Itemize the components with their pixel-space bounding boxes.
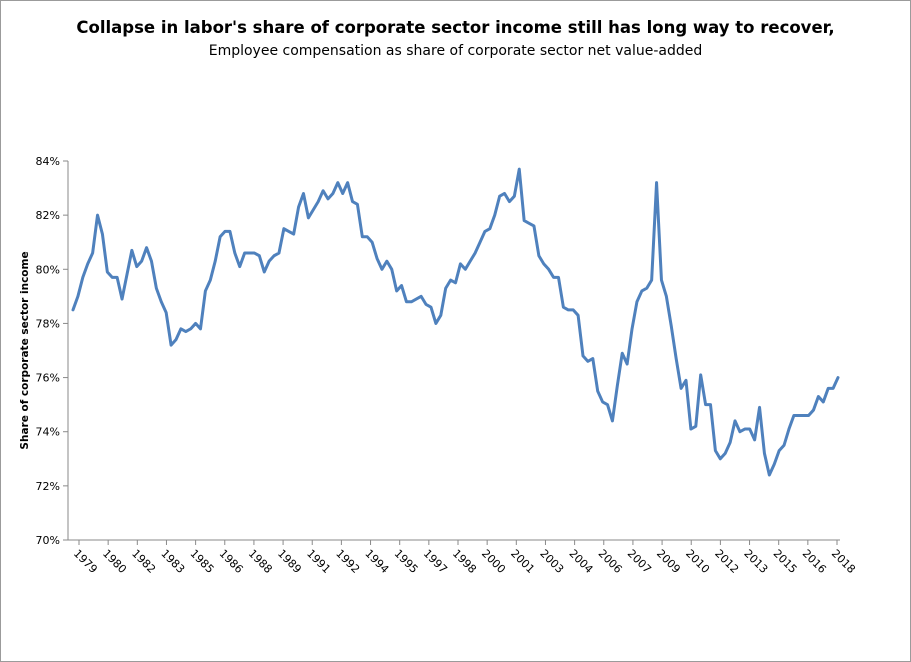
y-tick-label: 72% [36, 480, 60, 493]
x-tick-label: 1986 [217, 547, 246, 576]
x-tick-label: 1997 [421, 547, 450, 576]
chart-title: Collapse in labor's share of corporate s… [76, 18, 835, 37]
x-tick-label: 1988 [246, 547, 275, 576]
x-tick-label: 2007 [625, 547, 654, 576]
x-tick-label: 1982 [129, 547, 158, 576]
series-line [71, 167, 840, 477]
x-tick-label: 2004 [566, 547, 595, 576]
x-axis: 1979 1980 1982 1983 1985 1986 1988 1989 1991 1992… [71, 540, 858, 576]
x-tick-label: 1992 [333, 547, 362, 576]
x-tick-label: 1998 [450, 547, 479, 576]
x-tick-label: 1991 [304, 547, 333, 576]
x-tick-label: 2015 [771, 547, 800, 576]
y-tick-label: 80% [36, 263, 60, 276]
y-axis-title: Share of corporate sector income [19, 251, 31, 449]
y-tick-label: 74% [36, 426, 60, 439]
y-axis: 70% 72% 74% 76% 78% 80% 82% 84% [36, 155, 68, 547]
x-tick-label: 2003 [537, 547, 566, 576]
series-group [71, 167, 840, 477]
x-tick-label: 2018 [829, 547, 858, 576]
x-tick-label: 2013 [741, 547, 770, 576]
x-tick-label: 2001 [508, 547, 537, 576]
x-tick-label: 2009 [654, 547, 683, 576]
x-tick-label: 1994 [362, 547, 391, 576]
chart-subtitle: Employee compensation as share of corpor… [208, 43, 703, 59]
x-tick-label: 1980 [100, 547, 129, 576]
y-tick-label: 82% [36, 209, 60, 222]
x-tick-label: 1985 [187, 547, 216, 576]
y-tick-label: 78% [36, 317, 60, 330]
x-tick-label: 2016 [800, 547, 829, 576]
y-tick-label: 70% [36, 534, 60, 547]
x-tick-label: 1979 [71, 547, 100, 576]
x-tick-label: 1983 [158, 547, 187, 576]
x-tick-label: 2000 [479, 547, 508, 576]
y-tick-label: 76% [36, 372, 60, 385]
x-tick-label: 1995 [392, 547, 421, 576]
x-tick-label: 2010 [683, 547, 712, 576]
x-tick-label: 2012 [712, 547, 741, 576]
x-tick-label: 2006 [596, 547, 625, 576]
y-tick-label: 84% [36, 155, 60, 168]
x-tick-label: 1989 [275, 547, 304, 576]
